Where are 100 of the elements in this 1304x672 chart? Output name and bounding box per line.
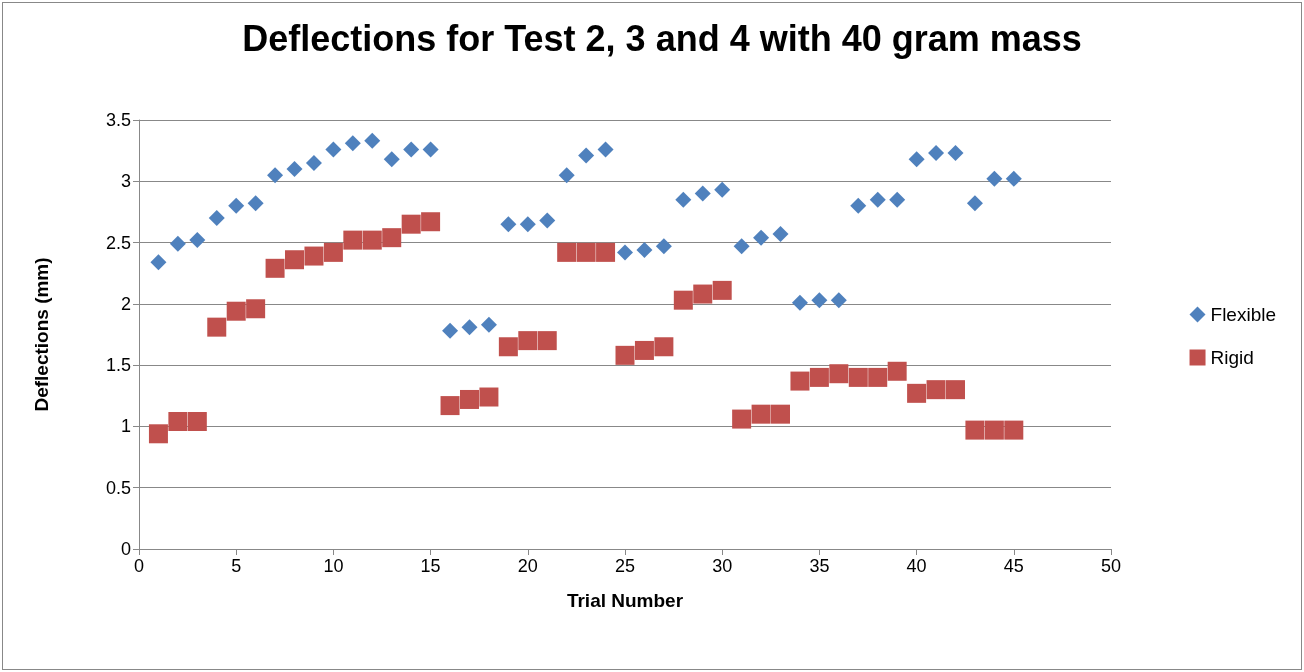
x-tick-label: 30 xyxy=(712,556,733,576)
y-tick-label: 3 xyxy=(120,171,131,192)
point xyxy=(537,331,557,351)
point xyxy=(325,141,342,158)
point xyxy=(557,242,577,262)
point xyxy=(1005,170,1022,187)
point xyxy=(285,250,305,270)
point xyxy=(304,246,324,266)
point xyxy=(480,316,497,333)
point xyxy=(617,244,633,261)
point xyxy=(442,322,459,339)
point xyxy=(809,367,829,387)
x-tick-label: 35 xyxy=(809,556,830,576)
point xyxy=(986,170,1003,187)
point xyxy=(498,337,518,357)
legend-label: Flexible xyxy=(1210,304,1277,325)
point xyxy=(1004,420,1024,440)
point xyxy=(889,191,906,208)
point xyxy=(286,161,303,178)
point xyxy=(811,292,828,309)
y-axis-title: Deflections (mm) xyxy=(31,257,52,412)
point xyxy=(753,229,770,246)
point xyxy=(654,337,674,357)
point xyxy=(732,409,752,429)
y-tick-label: 2 xyxy=(120,293,131,314)
chart-title: Deflections for Test 2, 3 and 4 with 40 gram mass xyxy=(242,17,1082,59)
point xyxy=(422,141,439,158)
point xyxy=(869,191,886,208)
point xyxy=(246,299,266,319)
point xyxy=(714,181,731,198)
point xyxy=(712,280,732,300)
point xyxy=(208,210,225,227)
point xyxy=(207,317,227,337)
point xyxy=(947,145,964,162)
point xyxy=(790,371,810,391)
x-tick-label: 5 xyxy=(231,556,242,576)
point xyxy=(636,241,653,258)
point xyxy=(403,141,420,158)
x-tick-label: 0 xyxy=(133,556,145,576)
point xyxy=(615,345,635,365)
point xyxy=(791,294,808,311)
point xyxy=(751,404,771,424)
point xyxy=(578,147,595,164)
point xyxy=(148,424,168,444)
point xyxy=(421,212,441,232)
point xyxy=(693,284,713,304)
point xyxy=(868,367,888,387)
point xyxy=(694,185,711,202)
point xyxy=(519,216,536,233)
point xyxy=(945,380,965,400)
point xyxy=(887,361,907,381)
point xyxy=(247,195,264,212)
point xyxy=(966,195,983,212)
point xyxy=(908,151,925,168)
point xyxy=(362,230,382,250)
point xyxy=(558,167,575,184)
point xyxy=(459,389,479,409)
point xyxy=(500,216,517,233)
y-tick-label: 1.5 xyxy=(105,355,131,376)
point xyxy=(305,154,322,171)
point xyxy=(830,292,847,309)
point xyxy=(461,319,478,336)
y-tick-label: 0 xyxy=(120,539,131,559)
x-tick-label: 50 xyxy=(1100,556,1122,576)
point xyxy=(150,254,167,271)
y-tick-label: 1 xyxy=(120,416,131,437)
point xyxy=(596,242,616,262)
point xyxy=(226,301,246,321)
point xyxy=(965,420,985,440)
point xyxy=(771,404,791,424)
point xyxy=(267,167,284,184)
point xyxy=(440,396,460,416)
point xyxy=(597,141,614,158)
point xyxy=(576,242,596,262)
point xyxy=(772,225,789,242)
point xyxy=(228,197,245,214)
point xyxy=(518,331,538,351)
point xyxy=(926,380,946,400)
point xyxy=(733,238,750,255)
point xyxy=(984,420,1004,440)
point xyxy=(189,232,206,249)
point xyxy=(382,228,402,248)
x-axis-title: Trial Number xyxy=(566,590,684,611)
point xyxy=(187,412,207,432)
point xyxy=(848,367,868,387)
point xyxy=(907,383,927,403)
x-tick-label: 10 xyxy=(323,556,344,576)
point xyxy=(323,242,343,262)
point xyxy=(364,132,381,149)
point xyxy=(265,258,285,278)
y-tick-label: 3.5 xyxy=(105,110,131,130)
x-tick-label: 20 xyxy=(517,556,538,576)
point xyxy=(850,197,867,214)
point xyxy=(168,412,188,432)
x-tick-label: 45 xyxy=(1003,556,1024,576)
point xyxy=(673,290,693,310)
point xyxy=(829,364,849,384)
point xyxy=(655,238,672,255)
point xyxy=(383,151,400,168)
point xyxy=(634,340,654,360)
